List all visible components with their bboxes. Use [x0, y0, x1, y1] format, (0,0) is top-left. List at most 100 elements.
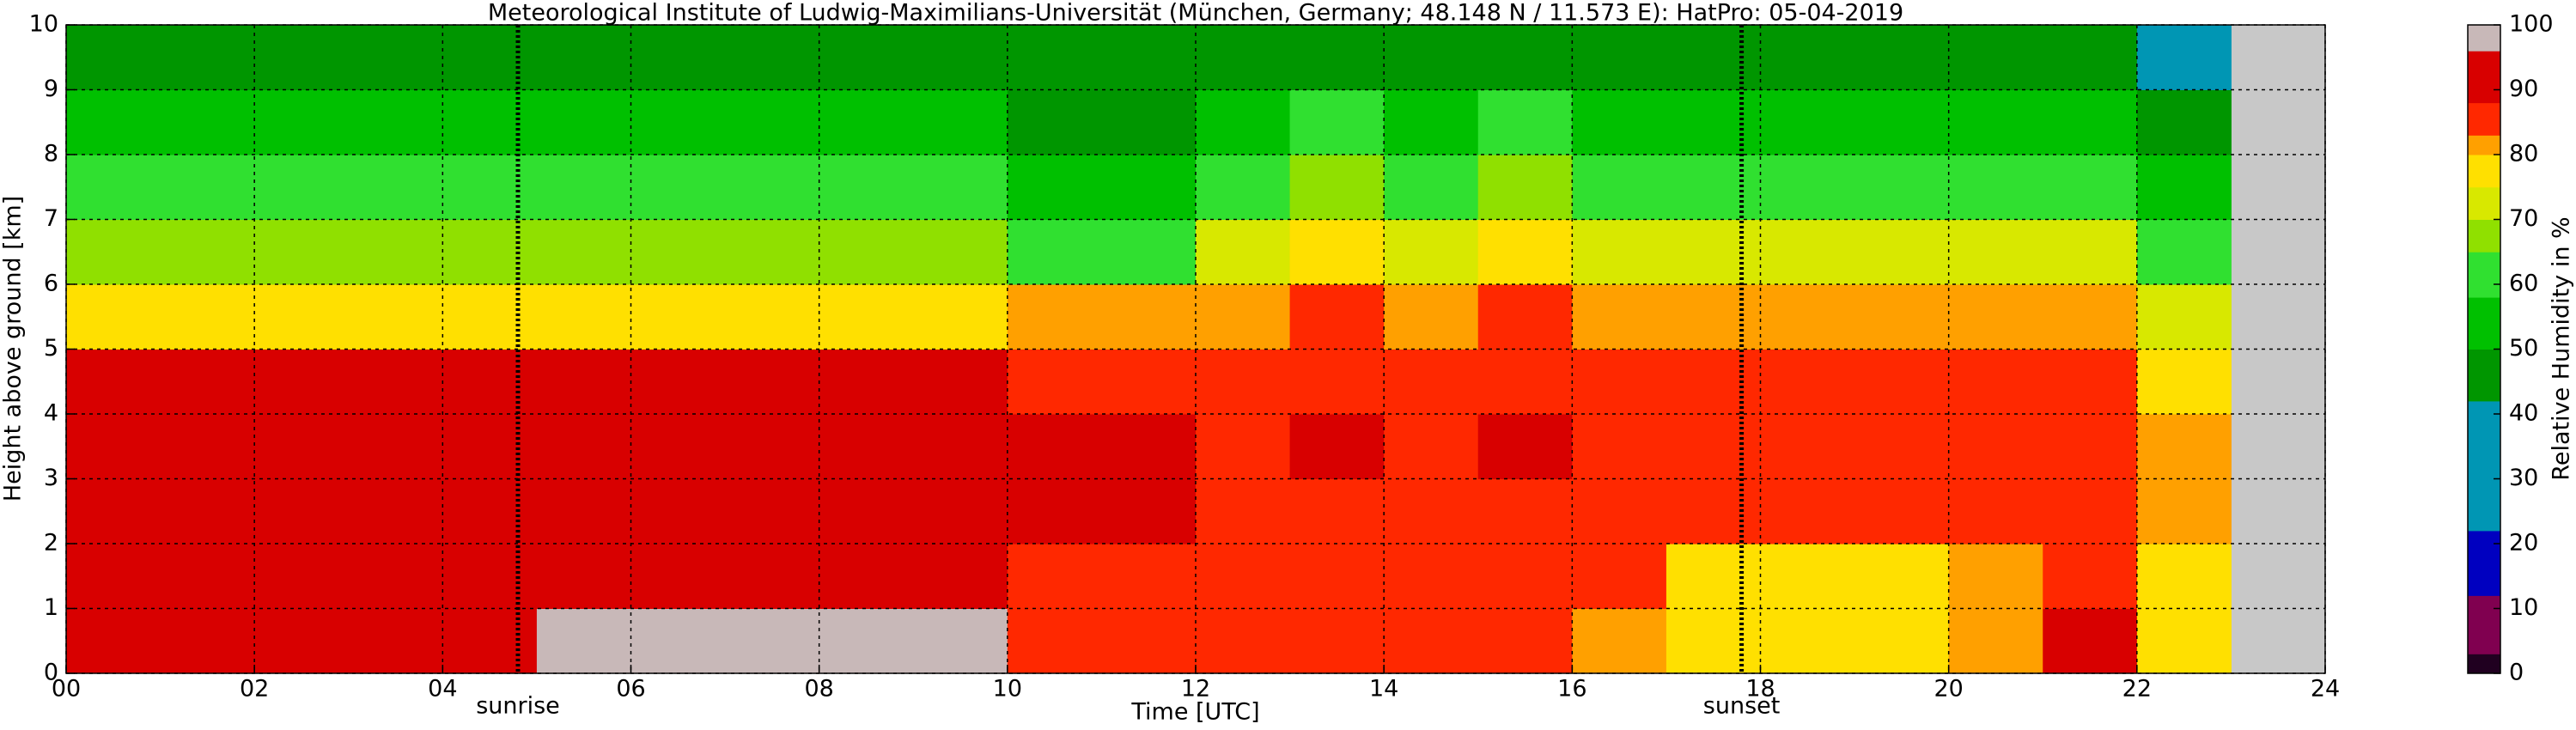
heatmap-cell — [1289, 414, 1385, 479]
heatmap-cell — [2136, 219, 2232, 285]
heatmap-cell — [536, 25, 631, 90]
heatmap-cell — [1289, 219, 1385, 285]
heatmap-cell — [1572, 89, 1667, 155]
heatmap-cell — [913, 155, 1008, 220]
heatmap-cell — [254, 89, 350, 155]
heatmap-cell — [442, 284, 538, 350]
heatmap-cell — [254, 155, 350, 220]
heatmap-cell — [725, 608, 820, 674]
heatmap-cell — [1384, 349, 1479, 415]
heatmap-cell — [1384, 155, 1479, 220]
heatmap-cell — [1572, 349, 1667, 415]
heatmap-cell — [1760, 25, 1855, 90]
heatmap-cell — [2043, 478, 2138, 544]
y-axis-label: Height above ground [km] — [0, 196, 27, 502]
heatmap-cell — [536, 89, 631, 155]
heatmap-cell — [66, 349, 161, 415]
heatmap-cell — [1007, 25, 1102, 90]
heatmap-cell — [348, 544, 443, 609]
heatmap-cell — [66, 544, 161, 609]
y-tick-label: 10 — [29, 11, 58, 38]
heatmap-cell — [1666, 25, 1761, 90]
colorbar-segment — [2468, 25, 2500, 52]
heatmap-cell — [348, 219, 443, 285]
heatmap-cell — [1477, 544, 1573, 609]
colorbar-segment — [2468, 297, 2500, 350]
plot-frame — [65, 24, 2326, 674]
heatmap-cell — [1854, 608, 1950, 674]
heatmap-cell — [1101, 608, 1197, 674]
heatmap-cell — [1384, 89, 1479, 155]
x-tick-label: 00 — [52, 676, 81, 703]
heatmap-cell — [2043, 219, 2138, 285]
heatmap-cell — [1196, 155, 1291, 220]
heatmap-cell — [2136, 608, 2232, 674]
heatmap-cell — [2043, 608, 2138, 674]
x-tick-label: 20 — [1934, 676, 1963, 703]
heatmap-cell — [1007, 349, 1102, 415]
heatmap-cell — [1666, 414, 1761, 479]
heatmap-cell — [1666, 349, 1761, 415]
heatmap-cell — [1477, 478, 1573, 544]
heatmap-cell — [1196, 414, 1291, 479]
y-tick-label: 8 — [44, 141, 58, 167]
heatmap-cell — [1948, 608, 2043, 674]
heatmap-cell — [442, 155, 538, 220]
heatmap-cell — [1477, 349, 1573, 415]
heatmap-cell — [1101, 219, 1197, 285]
x-tick-label: 16 — [1557, 676, 1586, 703]
x-tick-label: 24 — [2311, 676, 2340, 703]
heatmap-cell — [348, 414, 443, 479]
heatmap-cell — [1477, 219, 1573, 285]
heatmap-cell — [819, 284, 914, 350]
heatmap-cell — [1196, 608, 1291, 674]
heatmap-cell — [66, 478, 161, 544]
heatmap-cell — [2043, 155, 2138, 220]
heatmap-cell — [254, 349, 350, 415]
heatmap-cell — [725, 219, 820, 285]
heatmap-cell — [725, 155, 820, 220]
heatmap-cell — [1572, 478, 1667, 544]
heatmap-cell — [66, 608, 161, 674]
heatmap-cell — [160, 89, 255, 155]
heatmap-cell — [1101, 478, 1197, 544]
heatmap-cell — [1854, 414, 1950, 479]
x-tick-label: 04 — [428, 676, 457, 703]
heatmap-cell — [913, 544, 1008, 609]
heatmap-cell — [66, 219, 161, 285]
heatmap-cell — [66, 89, 161, 155]
heatmap-cell — [1948, 478, 2043, 544]
heatmap-cell — [2043, 349, 2138, 415]
colorbar-segment — [2468, 51, 2500, 104]
heatmap-cell — [1572, 414, 1667, 479]
x-tick-label: 14 — [1369, 676, 1398, 703]
heatmap-cell — [2136, 544, 2232, 609]
colorbar-label: Relative Humidity in % — [2549, 216, 2575, 480]
chart-title: Meteorological Institute of Ludwig-Maxim… — [488, 0, 1903, 27]
heatmap-cell — [819, 89, 914, 155]
heatmap-cell — [1666, 284, 1761, 350]
heatmap-cell — [66, 155, 161, 220]
heatmap-cell — [442, 25, 538, 90]
heatmap-cell — [442, 544, 538, 609]
heatmap-cell — [1854, 478, 1950, 544]
heatmap-cell — [1196, 349, 1291, 415]
heatmap-cell — [1384, 544, 1479, 609]
y-tick-label: 5 — [44, 335, 58, 362]
x-tick-label: 02 — [240, 676, 269, 703]
heatmap-cell — [1477, 414, 1573, 479]
heatmap-cell — [66, 284, 161, 350]
heatmap-cell — [1101, 155, 1197, 220]
heatmap-cell — [1760, 284, 1855, 350]
heatmap-cell — [630, 284, 726, 350]
heatmap-cell — [536, 349, 631, 415]
heatmap-cell — [1854, 544, 1950, 609]
heatmap-cell — [160, 219, 255, 285]
colorbar-tick-label: 90 — [2509, 76, 2538, 102]
colorbar-segment — [2468, 219, 2500, 252]
heatmap-cell — [160, 478, 255, 544]
heatmap-cell — [536, 284, 631, 350]
heatmap-cell — [1948, 219, 2043, 285]
colorbar-tick-label: 0 — [2509, 660, 2524, 686]
heatmap-cell — [1196, 25, 1291, 90]
